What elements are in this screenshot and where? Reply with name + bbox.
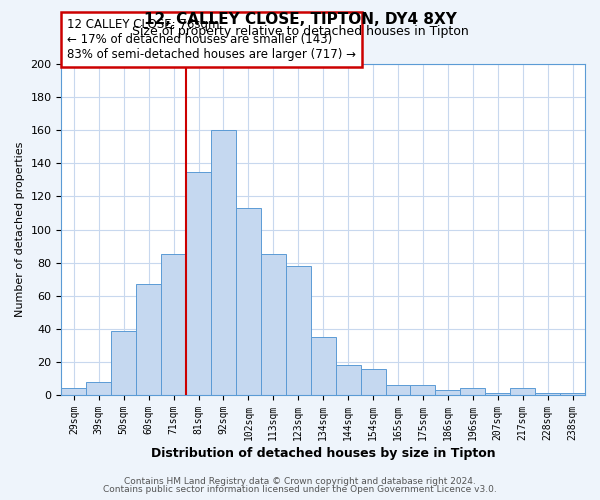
Bar: [186, 172, 211, 395]
Bar: [410, 385, 436, 395]
Bar: [111, 330, 136, 395]
Bar: [510, 388, 535, 395]
Bar: [485, 394, 510, 395]
Bar: [261, 254, 286, 395]
Bar: [460, 388, 485, 395]
Text: Size of property relative to detached houses in Tipton: Size of property relative to detached ho…: [131, 25, 469, 38]
Bar: [361, 368, 386, 395]
Bar: [335, 366, 361, 395]
Bar: [211, 130, 236, 395]
Bar: [535, 394, 560, 395]
Bar: [61, 388, 86, 395]
Bar: [436, 390, 460, 395]
Bar: [86, 382, 111, 395]
Bar: [560, 394, 585, 395]
Bar: [386, 385, 410, 395]
Text: Contains HM Land Registry data © Crown copyright and database right 2024.: Contains HM Land Registry data © Crown c…: [124, 477, 476, 486]
X-axis label: Distribution of detached houses by size in Tipton: Distribution of detached houses by size …: [151, 447, 496, 460]
Bar: [286, 266, 311, 395]
Text: 12, CALLEY CLOSE, TIPTON, DY4 8XY: 12, CALLEY CLOSE, TIPTON, DY4 8XY: [143, 12, 457, 28]
Bar: [161, 254, 186, 395]
Bar: [311, 337, 335, 395]
Bar: [136, 284, 161, 395]
Y-axis label: Number of detached properties: Number of detached properties: [15, 142, 25, 317]
Text: 12 CALLEY CLOSE: 76sqm
← 17% of detached houses are smaller (143)
83% of semi-de: 12 CALLEY CLOSE: 76sqm ← 17% of detached…: [67, 18, 356, 60]
Bar: [236, 208, 261, 395]
Text: Contains public sector information licensed under the Open Government Licence v3: Contains public sector information licen…: [103, 485, 497, 494]
